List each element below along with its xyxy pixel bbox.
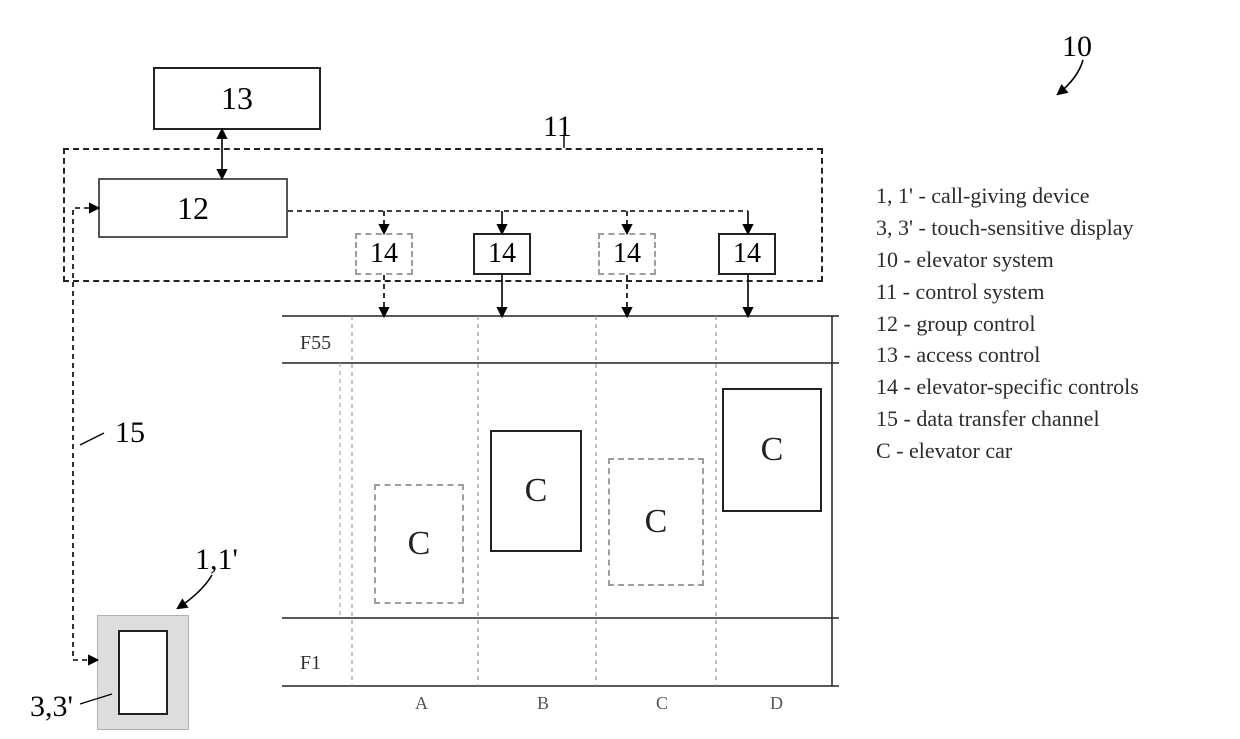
box-14b-label: 14	[488, 238, 516, 270]
floor-label-bottom: F1	[300, 652, 321, 675]
elevator-car-label: C	[761, 431, 784, 469]
elevator-car: C	[374, 484, 464, 604]
callout-3: 3,3'	[30, 690, 73, 724]
legend-item: 10 - elevator system	[876, 244, 1139, 276]
box-12-label: 12	[177, 190, 209, 227]
callout-11: 11	[543, 110, 572, 144]
legend-item: 1, 1' - call-giving device	[876, 180, 1139, 212]
shaft-label-b: B	[537, 693, 549, 714]
elevator-car: C	[722, 388, 822, 512]
box-13-label: 13	[221, 80, 253, 117]
legend: 1, 1' - call-giving device3, 3' - touch-…	[876, 180, 1139, 467]
legend-item: 11 - control system	[876, 276, 1139, 308]
elevator-car-label: C	[645, 503, 668, 541]
shaft-label-d: D	[770, 693, 783, 714]
legend-item: 13 - access control	[876, 339, 1139, 371]
box-14-elevator-control-c: 14	[598, 233, 656, 275]
elevator-car: C	[490, 430, 582, 552]
callout-10: 10	[1062, 30, 1092, 64]
box-14a-label: 14	[370, 238, 398, 270]
box-14-elevator-control-d: 14	[718, 233, 776, 275]
diagram-stage: 13 12 14 14 14 14 C C C C F55 F1 A B C D 10 11…	[0, 0, 1240, 739]
legend-item: 14 - elevator-specific controls	[876, 371, 1139, 403]
box-14-elevator-control-a: 14	[355, 233, 413, 275]
legend-item: 15 - data transfer channel	[876, 403, 1139, 435]
touch-sensitive-display	[118, 630, 168, 715]
box-13-access-control: 13	[153, 67, 321, 130]
box-12-group-control: 12	[98, 178, 288, 238]
elevator-car-label: C	[525, 472, 548, 510]
box-14d-label: 14	[733, 238, 761, 270]
callout-1: 1,1'	[195, 543, 238, 577]
legend-item: 3, 3' - touch-sensitive display	[876, 212, 1139, 244]
elevator-car-label: C	[408, 525, 431, 563]
shaft-label-c: C	[656, 693, 668, 714]
box-14c-label: 14	[613, 238, 641, 270]
callout-15: 15	[115, 416, 145, 450]
box-14-elevator-control-b: 14	[473, 233, 531, 275]
legend-item: C - elevator car	[876, 435, 1139, 467]
shaft-label-a: A	[415, 693, 428, 714]
floor-label-top: F55	[300, 332, 331, 355]
elevator-car: C	[608, 458, 704, 586]
legend-item: 12 - group control	[876, 308, 1139, 340]
